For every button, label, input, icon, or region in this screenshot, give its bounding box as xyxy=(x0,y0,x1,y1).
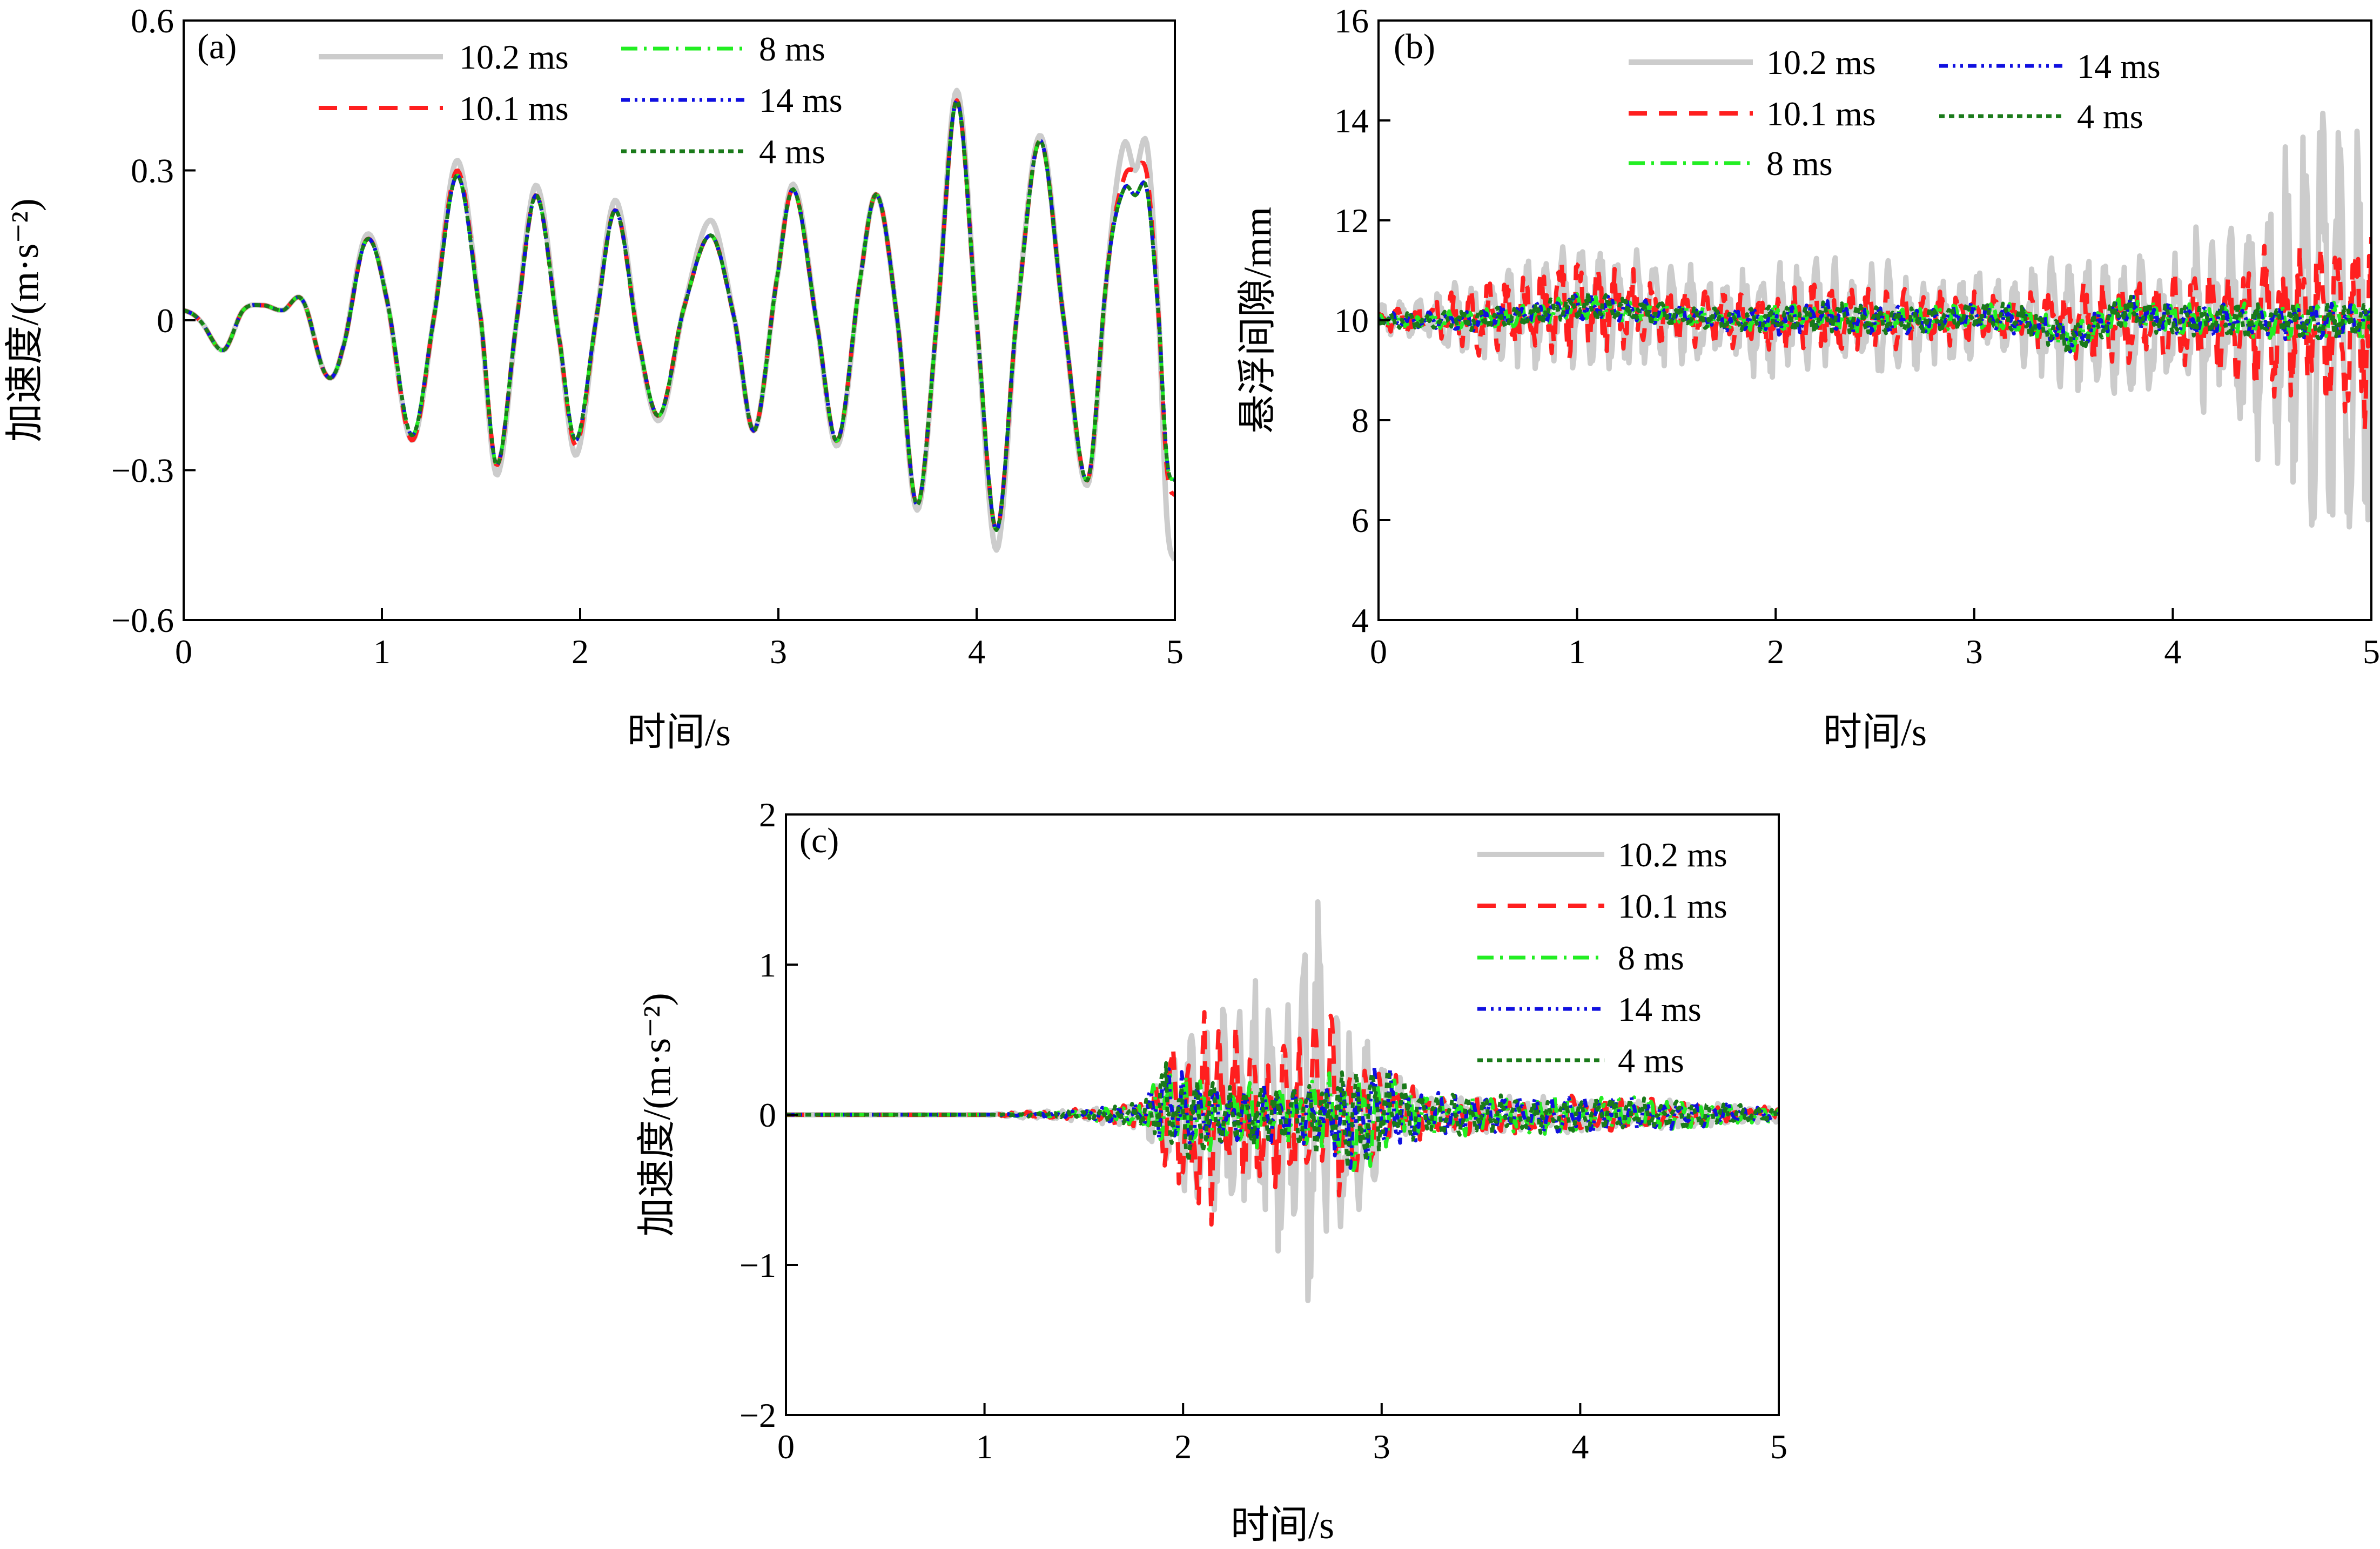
y-tick-label: 14 xyxy=(1334,102,1369,140)
series-group xyxy=(786,899,1779,1303)
y-tick-label: 6 xyxy=(1352,501,1369,540)
y-tick-label: 2 xyxy=(759,796,776,834)
y-axis-label: 悬浮间隙/mm xyxy=(1236,207,1279,434)
x-axis-label: 时间/s xyxy=(627,711,731,754)
x-tick-label: 1 xyxy=(1569,632,1586,671)
series-group xyxy=(1379,110,2371,530)
x-tick-label: 1 xyxy=(976,1427,993,1466)
legend-label: 8 ms xyxy=(759,30,825,68)
y-tick-label: 10 xyxy=(1334,301,1369,340)
y-tick-label: −2 xyxy=(739,1396,776,1434)
y-tick-label: 0 xyxy=(759,1096,776,1134)
x-tick-label: 5 xyxy=(2363,632,2380,671)
x-tick-label: 2 xyxy=(1767,632,1784,671)
series-line-4-ms xyxy=(1379,291,2371,354)
x-tick-label: 5 xyxy=(1166,632,1184,671)
legend: 10.2 ms 10.1 ms 8 ms 14 ms 4 ms xyxy=(319,30,843,171)
legend-label: 10.1 ms xyxy=(1618,887,1727,925)
panel-label: (c) xyxy=(799,821,839,860)
x-tick-label: 0 xyxy=(1370,632,1387,671)
series-group xyxy=(184,87,1175,562)
legend-label: 14 ms xyxy=(759,81,843,119)
series-line-8-ms xyxy=(184,98,1175,532)
x-tick-label: 4 xyxy=(1571,1427,1589,1466)
y-tick-label: −1 xyxy=(739,1246,776,1284)
y-tick-label: 0.3 xyxy=(131,152,174,190)
legend-label: 4 ms xyxy=(2077,97,2143,136)
legend-label: 10.2 ms xyxy=(1618,836,1727,874)
series-line-4-ms xyxy=(184,98,1175,532)
x-tick-label: 0 xyxy=(175,632,192,671)
legend-label: 10.1 ms xyxy=(1766,95,1876,133)
x-axis-label: 时间/s xyxy=(1231,1504,1334,1547)
x-tick-label: 0 xyxy=(777,1427,795,1466)
legend-label: 10.1 ms xyxy=(459,89,569,127)
x-tick-label: 5 xyxy=(1770,1427,1787,1466)
legend-label: 8 ms xyxy=(1766,144,1833,183)
legend-label: 10.2 ms xyxy=(1766,43,1876,82)
y-tick-label: −0.3 xyxy=(111,452,174,490)
series-line-10.1-ms xyxy=(1379,237,2371,432)
legend: 10.2 ms 10.1 ms 8 ms 14 ms 4 ms xyxy=(1629,43,2161,183)
x-tick-label: 3 xyxy=(1373,1427,1390,1466)
y-tick-label: 0.6 xyxy=(131,2,174,40)
series-line-14-ms xyxy=(184,98,1175,532)
panel-label: (a) xyxy=(197,27,237,66)
x-tick-label: 3 xyxy=(770,632,787,671)
x-tick-label: 4 xyxy=(2164,632,2181,671)
y-tick-label: −0.6 xyxy=(111,601,174,639)
x-tick-label: 2 xyxy=(572,632,589,671)
panel-label: (b) xyxy=(1394,27,1435,66)
series-line-8-ms xyxy=(1379,292,2371,356)
series-line-14-ms xyxy=(1379,292,2371,354)
legend-label: 4 ms xyxy=(759,132,825,171)
series-line-4-ms xyxy=(786,1061,1779,1169)
legend-label: 8 ms xyxy=(1618,939,1684,977)
x-tick-label: 2 xyxy=(1174,1427,1192,1466)
x-tick-label: 1 xyxy=(373,632,391,671)
y-tick-label: 0 xyxy=(157,301,174,340)
legend-label: 4 ms xyxy=(1618,1041,1684,1080)
panel-1: 0 1 2 3 4 5 −0.6 −0.3 0 0.3 0.6 时间/s 加速度/(m·s⁻²) (a) 1… xyxy=(3,2,1184,754)
x-axis-label: 时间/s xyxy=(1823,711,1927,754)
y-axis-label: 加速度/(m·s⁻²) xyxy=(635,993,678,1237)
y-tick-label: 8 xyxy=(1352,401,1369,440)
y-tick-label: 1 xyxy=(759,946,776,984)
x-tick-label: 3 xyxy=(1966,632,1983,671)
legend-label: 14 ms xyxy=(2077,47,2161,85)
y-tick-label: 12 xyxy=(1334,201,1369,240)
legend-label: 10.2 ms xyxy=(459,38,569,76)
y-axis-label: 加速度/(m·s⁻²) xyxy=(3,198,46,442)
y-tick-label: 4 xyxy=(1352,601,1369,639)
y-tick-label: 16 xyxy=(1334,2,1369,40)
series-line-10.1-ms xyxy=(184,98,1175,533)
x-tick-label: 4 xyxy=(968,632,985,671)
legend: 10.2 ms 10.1 ms 8 ms 14 ms 4 ms xyxy=(1477,836,1727,1080)
legend-label: 14 ms xyxy=(1618,990,1702,1028)
